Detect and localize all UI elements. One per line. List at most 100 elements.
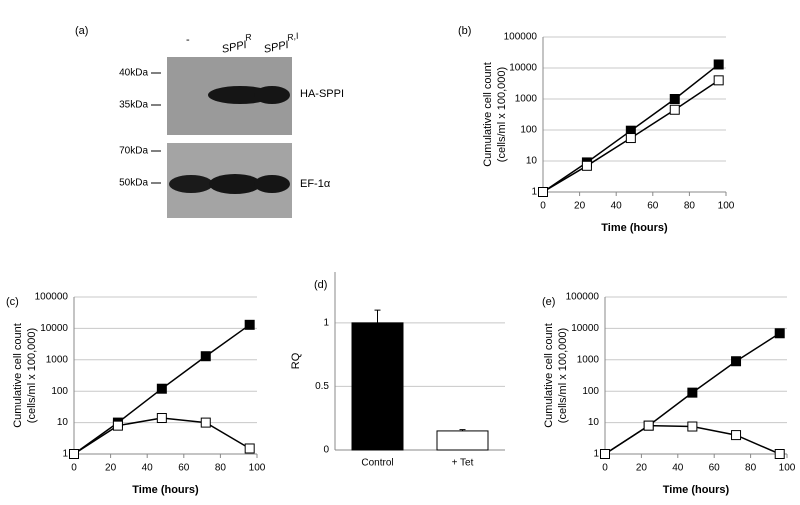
x-tick-label: 20 — [574, 201, 586, 212]
marker-label: 70kDa — [119, 146, 148, 157]
marker — [731, 356, 742, 367]
x-tick-label: 100 — [779, 463, 796, 474]
lane-name: SPPI — [263, 39, 290, 56]
y-tick-label: 1 — [62, 449, 68, 460]
error-bar — [459, 429, 466, 431]
lane-label: - — [186, 34, 190, 46]
y-tick-label: 10000 — [509, 63, 537, 74]
x-tick-label: 80 — [745, 463, 757, 474]
y-tick-label: 100000 — [35, 292, 69, 303]
marker — [687, 387, 698, 398]
y-axis-label: (cells/ml x 100,000) — [26, 328, 38, 423]
marker — [669, 94, 680, 104]
x-tick-label: 40 — [611, 201, 623, 212]
x-tick-label: 20 — [636, 463, 648, 474]
x-tick-label: 0 — [602, 463, 608, 474]
y-tick-label: 10000 — [571, 323, 599, 334]
y-tick-label: 0 — [323, 445, 329, 456]
y-tick-label: 100000 — [566, 292, 600, 303]
marker — [538, 187, 548, 197]
x-tick-label: 80 — [684, 201, 696, 212]
band — [254, 86, 290, 104]
lane-label: SPPIR,I — [262, 31, 302, 56]
marker-label: 35kDa — [119, 100, 148, 111]
y-axis-label: RQ — [290, 352, 302, 369]
band — [209, 174, 261, 194]
y-tick-label: 1000 — [577, 354, 600, 365]
marker — [156, 413, 167, 424]
y-axis-label: (cells/ml x 100,000) — [496, 67, 508, 162]
marker — [156, 383, 167, 394]
marker — [687, 421, 698, 432]
marker — [774, 328, 785, 339]
marker — [643, 420, 654, 431]
band-label: EF-1α — [300, 178, 331, 190]
band — [254, 175, 290, 193]
marker — [731, 430, 742, 441]
panel-label: (a) — [75, 25, 88, 37]
x-axis-label: Time (hours) — [132, 484, 199, 496]
marker — [669, 104, 680, 115]
lane-sup: R — [244, 32, 253, 43]
marker — [625, 133, 636, 144]
lane-sup: R,I — [286, 31, 300, 43]
y-axis-label: (cells/ml x 100,000) — [557, 328, 569, 423]
panel-label: (c) — [6, 296, 19, 308]
x-tick-label: 60 — [709, 463, 721, 474]
y-tick-label: 1000 — [515, 94, 538, 105]
marker — [244, 319, 255, 330]
marker — [112, 420, 123, 431]
y-tick-label: 10 — [588, 417, 600, 428]
y-tick-label: 1000 — [46, 354, 69, 365]
x-tick-label: 100 — [718, 201, 735, 212]
x-tick-label: 40 — [142, 463, 154, 474]
panel-label: (d) — [314, 279, 327, 291]
y-axis-label: Cumulative cell count — [543, 323, 555, 428]
marker-label: 40kDa — [119, 68, 148, 79]
bar — [351, 322, 404, 451]
y-tick-label: 10000 — [40, 323, 68, 334]
marker — [200, 417, 211, 428]
y-tick-label: 100 — [51, 386, 68, 397]
marker — [581, 160, 592, 171]
y-tick-label: 0.5 — [315, 381, 329, 392]
y-tick-label: 100 — [520, 125, 537, 136]
band — [169, 175, 213, 193]
lane-label: SPPIR — [220, 32, 255, 56]
y-tick-label: 1 — [323, 317, 329, 328]
marker — [713, 59, 724, 70]
lane-name: SPPI — [221, 39, 248, 56]
x-tick-label: 80 — [215, 463, 227, 474]
marker — [69, 449, 79, 459]
x-tick-label: Control — [361, 458, 393, 469]
x-axis-label: Time (hours) — [663, 484, 730, 496]
panel-label: (b) — [458, 25, 471, 37]
y-axis-label: Cumulative cell count — [12, 323, 24, 428]
y-tick-label: 1 — [593, 449, 599, 460]
x-tick-label: + Tet — [452, 458, 474, 469]
marker — [774, 449, 785, 459]
marker — [244, 443, 255, 454]
y-tick-label: 1 — [531, 187, 537, 198]
y-tick-label: 100 — [582, 386, 599, 397]
panel-label: (e) — [542, 296, 555, 308]
x-tick-label: 0 — [71, 463, 77, 474]
marker — [600, 449, 610, 459]
marker — [200, 351, 211, 362]
marker — [713, 75, 724, 86]
x-tick-label: 0 — [540, 201, 546, 212]
y-tick-label: 10 — [526, 156, 538, 167]
x-tick-label: 40 — [672, 463, 684, 474]
x-tick-label: 100 — [249, 463, 266, 474]
x-axis-label: Time (hours) — [601, 222, 668, 234]
y-tick-label: 10 — [57, 417, 69, 428]
y-axis-label: Cumulative cell count — [482, 62, 494, 167]
bar — [436, 430, 489, 451]
x-tick-label: 60 — [178, 463, 190, 474]
error-bar — [374, 309, 381, 323]
band — [208, 86, 272, 104]
x-tick-label: 60 — [647, 201, 659, 212]
band-label: HA-SPPI — [300, 88, 344, 100]
marker-label: 50kDa — [119, 178, 148, 189]
